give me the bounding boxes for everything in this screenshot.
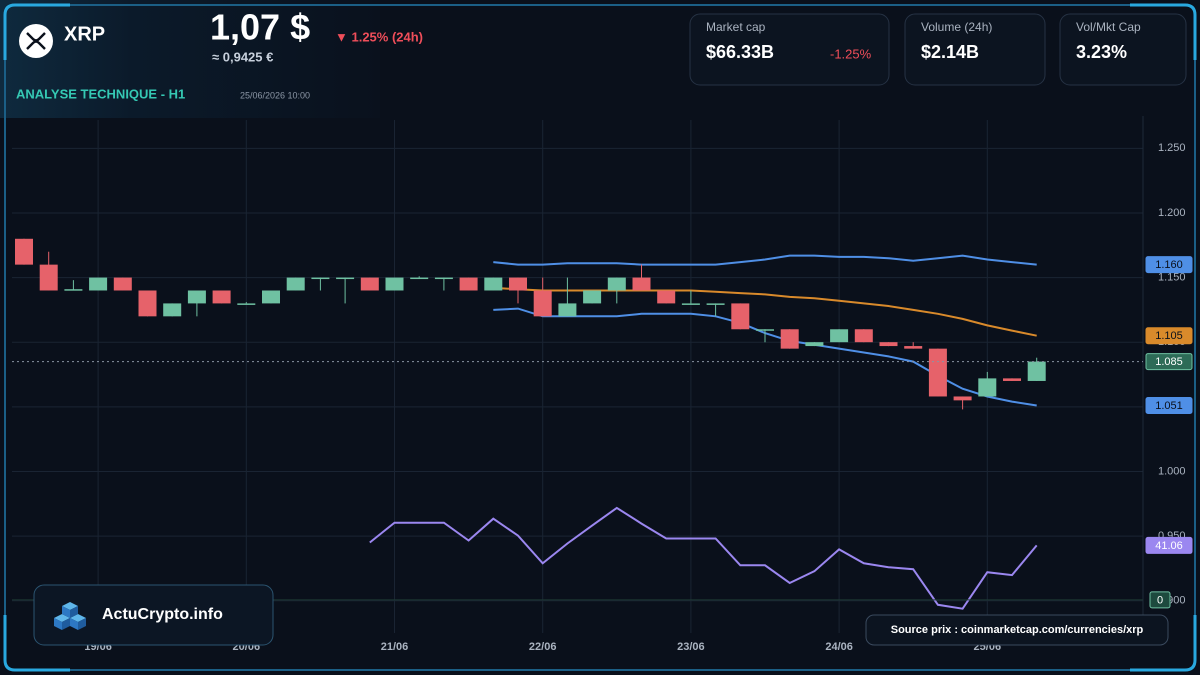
candle-body [212, 290, 231, 304]
x-tick-label: 23/06 [677, 641, 705, 653]
candle-body [953, 396, 972, 401]
timestamp: 25/06/2026 10:00 [240, 90, 310, 100]
candle-body [854, 329, 873, 343]
value-badge-label: 1.160 [1155, 259, 1183, 271]
candle-body [830, 329, 849, 343]
candle-body [360, 277, 379, 291]
xrp-logo-mark [26, 32, 46, 50]
stat-label: Vol/Mkt Cap [1076, 20, 1141, 34]
stat-card [904, 13, 1046, 86]
candle-body [558, 303, 577, 317]
candle-body [434, 277, 453, 280]
y2-tick-label: 0 [1157, 594, 1163, 606]
value-badge [1145, 256, 1193, 274]
stat-change: -1.25% [830, 46, 872, 61]
stat-card [1059, 13, 1187, 86]
candle-body [237, 303, 256, 305]
frame [4, 4, 1196, 671]
value-badge-label: 1.051 [1155, 400, 1183, 412]
candle-body [1003, 378, 1021, 381]
header-bg [0, 0, 380, 118]
candle-body [311, 277, 330, 280]
candle-body [89, 277, 108, 291]
brand-box [33, 584, 274, 646]
candle-body [459, 277, 478, 291]
brand-logo [54, 602, 86, 630]
candle-body [706, 303, 725, 305]
change: ▼ 1.25% (24h) [335, 29, 423, 44]
y-tick-label: 1.150 [1158, 271, 1186, 283]
plot-area: 0.9000.9501.0001.0501.1001.1501.2001.250… [12, 116, 1193, 653]
value-badge [1145, 536, 1193, 554]
rsi-line [369, 506, 1038, 610]
candle-body [336, 277, 355, 280]
value-badge [1145, 327, 1193, 345]
source-box [865, 614, 1169, 646]
stat-value: 3.23% [1076, 42, 1127, 62]
candle-body [286, 277, 305, 291]
value-badge-label: 1.105 [1155, 330, 1183, 342]
source: Source prix : coinmarketcap.com/currenci… [891, 624, 1144, 636]
price-eur: ≈ 0,9425 € [212, 49, 273, 64]
candle-body [904, 346, 923, 349]
value-badge [1145, 397, 1193, 415]
candle-body [780, 329, 799, 349]
brand: ActuCrypto.info [102, 606, 223, 623]
candle-body [731, 303, 750, 330]
candle-body [64, 289, 83, 291]
candle-body [163, 303, 182, 317]
value-badge-label: 1.085 [1155, 356, 1183, 368]
symbol: XRP [64, 23, 105, 45]
candle-body [385, 277, 404, 291]
candle-body [607, 277, 626, 291]
candle-body [484, 277, 503, 291]
candle-body [1027, 361, 1046, 381]
y-tick-label: 1.250 [1158, 142, 1186, 154]
candle-body [113, 277, 132, 291]
candle-body [805, 342, 824, 347]
candle-body [138, 290, 157, 317]
value-badge-label: 41.06 [1155, 540, 1183, 552]
stat-label: Market cap [706, 20, 766, 34]
price: 1,07 $ [210, 7, 310, 48]
y-tick-label: 1.200 [1158, 207, 1186, 219]
candle-body [657, 290, 676, 304]
candle-body [509, 277, 527, 291]
candle-body [583, 290, 602, 304]
frame-corners [3, 3, 1197, 672]
candle-body [262, 290, 280, 304]
stat-label: Volume (24h) [921, 20, 992, 34]
candle-body [978, 378, 997, 397]
stat-value: $2.14B [921, 42, 979, 62]
candle-body [187, 290, 206, 304]
stat-card [689, 13, 890, 86]
value-badge [1145, 353, 1193, 371]
candle-body [632, 277, 651, 291]
x-tick-label: 24/06 [825, 641, 853, 653]
y-tick-label: 1.000 [1158, 465, 1186, 477]
candle-body [15, 238, 33, 265]
candle-body [756, 329, 774, 331]
candle-body [681, 303, 700, 305]
x-tick-label: 21/06 [381, 641, 409, 653]
stat-value: $66.33B [706, 42, 774, 62]
candle-body [928, 348, 947, 397]
subtitle: ANALYSE TECHNIQUE - H1 [16, 86, 185, 101]
candle-body [533, 290, 552, 317]
candle-body [410, 277, 429, 280]
x-tick-label: 22/06 [529, 641, 557, 653]
candle-body [39, 264, 58, 291]
indicator-line [493, 254, 1037, 266]
candle-body [879, 342, 898, 347]
y2-badge [1149, 591, 1171, 609]
